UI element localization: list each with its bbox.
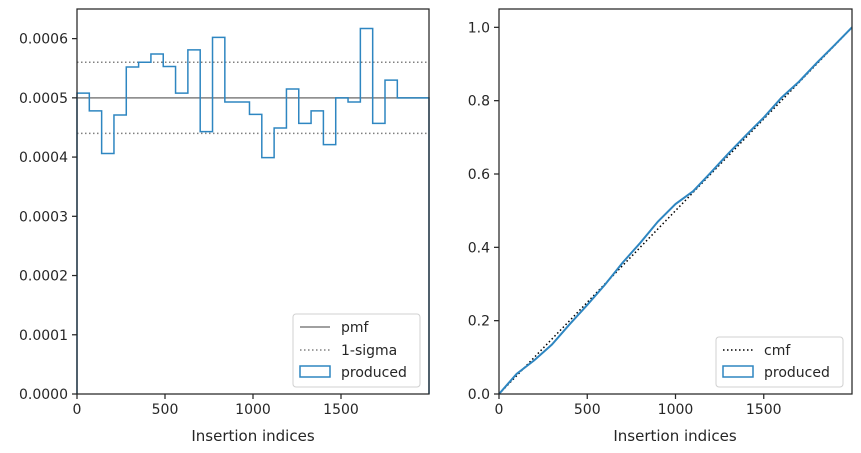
- pmf-axes-frame: [76, 8, 430, 395]
- legend-cmf-produced-label: produced: [764, 365, 830, 381]
- cmf-x-tick-label: 0: [495, 402, 504, 418]
- legend-pmf-label: pmf: [341, 320, 370, 336]
- pmf-chart: 0.0000 0.0001 0.0002 0.0003 0.0004 0.0005 0.00…: [19, 8, 430, 445]
- cmf-x-tick-label: 1500: [746, 402, 782, 418]
- pmf-y-tick-label: 0.0004: [19, 150, 68, 166]
- cmf-plot-area: [498, 26, 853, 395]
- cmf-y-axis: 0.0 0.2 0.4 0.6 0.8 1.0: [468, 20, 499, 403]
- pmf-y-tick-label: 0.0000: [19, 387, 68, 403]
- pmf-legend: pmf 1-sigma produced: [292, 313, 421, 388]
- pmf-y-tick-label: 0.0002: [19, 269, 68, 285]
- pmf-x-axis-label: Insertion indices: [191, 427, 314, 445]
- cmf-y-tick-label: 0.6: [468, 167, 490, 183]
- pmf-x-tick-label: 500: [152, 402, 179, 418]
- cmf-x-tick-label: 500: [574, 402, 601, 418]
- produced-cumulative-line: [498, 26, 853, 395]
- pmf-x-tick-label: 1500: [323, 402, 359, 418]
- cmf-y-tick-label: 0.2: [468, 314, 490, 330]
- cmf-y-tick-label: 0.0: [468, 387, 490, 403]
- cmf-line: [498, 26, 853, 395]
- pmf-y-tick-label: 0.0005: [19, 91, 68, 107]
- cmf-x-tick-label: 1000: [658, 402, 694, 418]
- pmf-y-tick-label: 0.0006: [19, 32, 68, 48]
- legend-sigma-label: 1-sigma: [341, 343, 397, 359]
- legend-produced-swatch: [299, 365, 331, 378]
- pmf-y-tick-label: 0.0001: [19, 328, 68, 344]
- produced-step-histogram: [76, 27, 430, 394]
- cmf-x-axis-label: Insertion indices: [613, 427, 736, 445]
- legend-cmf-label: cmf: [764, 343, 791, 359]
- pmf-y-tick-label: 0.0003: [19, 209, 68, 225]
- cmf-chart: 0.0 0.2 0.4 0.6 0.8 1.0 0 500 1000 1500 Insertio…: [468, 8, 853, 445]
- cmf-legend: cmf produced: [715, 336, 844, 388]
- cmf-y-tick-label: 1.0: [468, 20, 490, 36]
- cmf-x-axis: 0 500 1000 1500: [495, 394, 782, 418]
- pmf-x-tick-label: 1000: [235, 402, 271, 418]
- legend-cmf-produced-swatch: [722, 365, 754, 378]
- legend-produced-label: produced: [341, 365, 407, 381]
- pmf-y-axis: 0.0000 0.0001 0.0002 0.0003 0.0004 0.0005 0.00…: [19, 32, 77, 403]
- cmf-y-tick-label: 0.8: [468, 94, 490, 110]
- pmf-legend-box: [292, 313, 421, 388]
- pmf-x-tick-label: 0: [73, 402, 82, 418]
- cmf-axes-frame: [498, 8, 853, 395]
- cmf-y-tick-label: 0.4: [468, 240, 490, 256]
- pmf-x-axis: 0 500 1000 1500: [73, 394, 359, 418]
- pmf-plot-area: [76, 27, 430, 394]
